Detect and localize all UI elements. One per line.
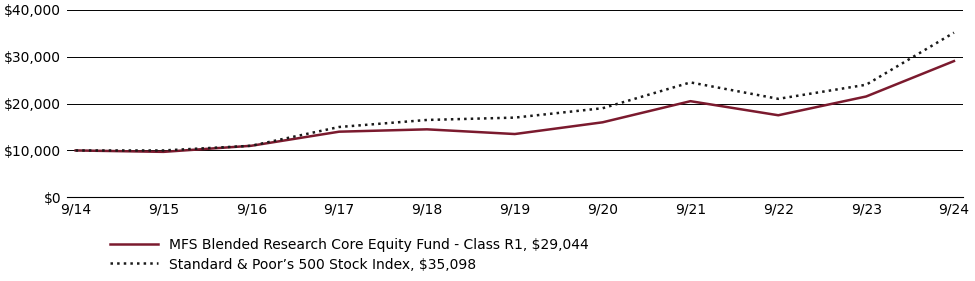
Legend: MFS Blended Research Core Equity Fund - Class R1, $29,044, Standard & Poor’s 500: MFS Blended Research Core Equity Fund - … [109, 238, 589, 272]
